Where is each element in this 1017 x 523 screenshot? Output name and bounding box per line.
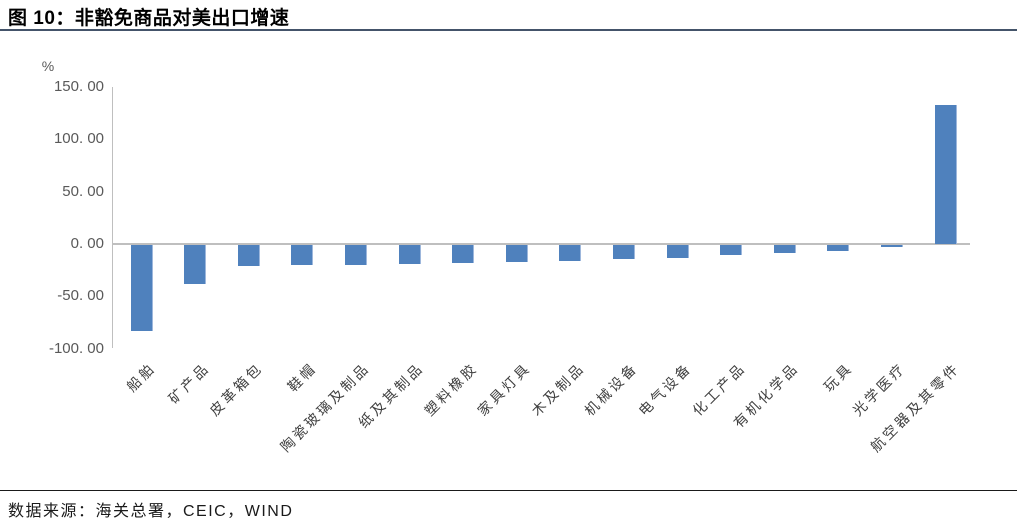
y-tick-label: 0. 00 <box>70 235 104 252</box>
figure-title: 图 10：非豁免商品对美出口增速 <box>8 8 290 29</box>
x-category-label: 玩具 <box>820 359 856 395</box>
y-tick-label: 100. 00 <box>53 130 104 148</box>
bar <box>880 245 903 247</box>
x-category-label: 家具灯具 <box>474 359 534 419</box>
bar <box>720 245 743 255</box>
y-axis-line <box>112 87 113 348</box>
bar <box>773 245 796 254</box>
bar <box>452 245 475 263</box>
y-tick-label: -50. 00 <box>57 287 104 305</box>
x-category-label: 电气设备 <box>635 359 695 419</box>
bar <box>934 104 957 244</box>
x-category-label: 塑料橡胶 <box>420 359 481 419</box>
bar <box>237 245 260 267</box>
x-category-label: 木及制品 <box>528 359 588 419</box>
y-tick-label: 150. 00 <box>53 78 104 96</box>
bar <box>184 245 207 284</box>
x-category-label: 矿产品 <box>164 359 213 407</box>
bar <box>344 245 367 265</box>
title-rule <box>0 29 1017 31</box>
bar <box>130 245 153 331</box>
x-category-label: 机械设备 <box>581 359 642 419</box>
data-source-caption: 数据来源：海关总署，CEIC，WIND <box>8 503 294 520</box>
bar <box>827 245 850 251</box>
bar <box>505 245 528 262</box>
y-tick-label: -100. 00 <box>48 339 104 357</box>
bar <box>559 245 582 261</box>
source-rule <box>0 490 1017 491</box>
zero-baseline <box>112 243 970 245</box>
x-category-label: 船舶 <box>123 359 159 395</box>
bar <box>291 245 314 266</box>
y-axis-unit-label: % <box>41 58 55 74</box>
bar <box>612 245 635 259</box>
bar <box>398 245 421 264</box>
x-category-label: 皮革箱包 <box>206 359 266 419</box>
bar <box>666 245 689 258</box>
y-tick-label: 50. 00 <box>62 182 104 200</box>
x-category-label: 鞋帽 <box>284 359 320 395</box>
